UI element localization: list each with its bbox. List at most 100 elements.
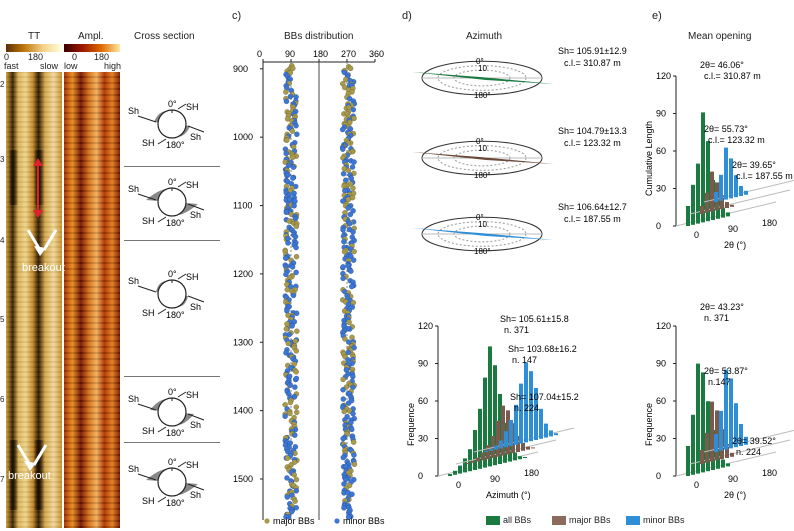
minor-bb-point [340,198,346,204]
minor-bb-point [345,514,352,520]
stress-arrow-top [177,181,187,188]
minor-bb-point [349,491,355,498]
x-tick-label: 180 [524,468,539,478]
legend-label-all: all BBs [503,515,532,525]
histogram-bar [524,362,528,443]
panel-d-label: d) [402,10,412,22]
cross-section-1: 0° 180° Sh SH SH Sh [128,99,205,150]
stress-arrow-right [187,295,205,303]
minor-bb-point [345,205,352,211]
histogram-bar [531,447,535,449]
minor-bb-point [293,122,299,129]
y-tick-label: 90 [656,359,666,369]
histogram-bar [714,434,718,452]
legend-minor-marker [334,518,340,524]
major-bb-point [287,410,293,417]
annotation-main: 2θ= 55.73° [704,124,748,134]
histogram-bar [686,446,690,476]
amp-colorbar [64,44,120,52]
tt-low-label: fast [4,61,19,71]
stress-arrow-top [177,103,187,110]
minor-bb-point [351,452,357,458]
y-axis-label: Cumulative Length [644,121,654,196]
histogram-bar [705,192,709,213]
rose-label-bottom: 180° [474,247,491,256]
histogram-bar [544,423,548,438]
y-tick-label: 1100 [233,201,252,211]
sh-label-right: SH [186,272,199,282]
x-tick-label: 180 [313,49,328,59]
histogram-bar [466,463,470,464]
histogram-bar [501,405,505,456]
breakout-arrows-1 [26,229,58,256]
histogram-bar [730,452,734,457]
y-tick-label: 120 [656,321,671,331]
histogram-bar [523,457,527,458]
histogram-bar [514,404,518,445]
y-tick-label: 60 [418,396,428,406]
angle-label-top: 0° [168,387,177,397]
breakout-arrows-2 [16,444,48,471]
rose-label-top: 0° [476,137,484,146]
major-bb-point [350,439,357,446]
minor-bb-point [350,257,357,263]
annotation-sub: n. 224 [736,447,761,457]
sh-label-left: Sh [128,106,139,116]
y-tick-label: 1500 [233,474,253,484]
x-tick-label: 90 [728,474,738,484]
histogram-bar [483,377,487,468]
minor-bb-point [283,209,290,216]
angle-label-top: 0° [168,177,177,187]
y-tick-label: 90 [418,359,428,369]
depth-tick-6: 6 [0,395,5,404]
cs-divider-4 [124,442,220,443]
stress-arrow-left [137,193,157,201]
mean-opening-cumulative-chart: 0 30 60 90 120 Cumulative Length 0 90 180 2θ (°) 2… [644,60,794,250]
minor-bb-point [283,514,289,520]
y-tick-label: 0 [656,471,661,481]
y-tick-label: 120 [418,321,433,331]
x-tick-label: 180 [762,468,777,478]
minor-bb-point [350,207,356,214]
rose-label-bottom: 180° [474,171,491,180]
histogram-bar [719,174,723,201]
major-bb-point [341,248,348,255]
azimuth-frequency-histogram: 0 30 60 90 120 Frequence 0 90 180 Azimuth (°) Sh= … [406,314,579,500]
minor-bb-point [345,357,351,363]
histogram-bar [526,446,530,450]
angle-label-bottom: 180° [166,310,185,320]
histogram-bar [521,442,525,451]
sh-label-bottom-right: Sh [190,302,201,312]
amp-high-label: high [104,61,122,71]
annotation-main: 2θ= 39.65° [732,160,776,170]
histogram-bar [700,206,704,214]
major-bb-point [290,65,296,72]
histogram-bar [696,163,700,224]
major-bb-point [345,196,352,203]
legend-swatch-major [552,516,566,525]
minor-bb-point [287,382,294,388]
rose-label-top: 0° [476,213,484,222]
annotation-main: 2θ= 39.52° [732,436,776,446]
histogram-bar [493,365,497,466]
major-bb-point [350,185,356,191]
minor-bb-point [284,494,291,500]
minor-bb-point [289,264,296,270]
histogram-bar [494,445,498,450]
major-bb-point [286,218,293,224]
major-bb-point [351,461,358,468]
y-tick-label: 1300 [233,337,253,347]
amp-image [64,72,120,528]
cross-section-4: 0° 180° Sh SH SH Sh [128,387,205,438]
y-tick-label: 900 [233,64,248,74]
minor-bb-point [345,400,352,406]
annotation-main: 2θ= 43.23° [700,302,744,312]
minor-bb-point [288,364,294,371]
cross-section-2: 0° 180° Sh SH SH Sh [128,177,205,228]
histogram-bar [504,431,508,448]
histogram-bar [534,388,538,440]
legend-label-minor: minor BBs [643,515,685,525]
histogram-bar [734,175,738,198]
major-bb-point [347,65,354,72]
legend-major-label: major BBs [273,516,315,526]
